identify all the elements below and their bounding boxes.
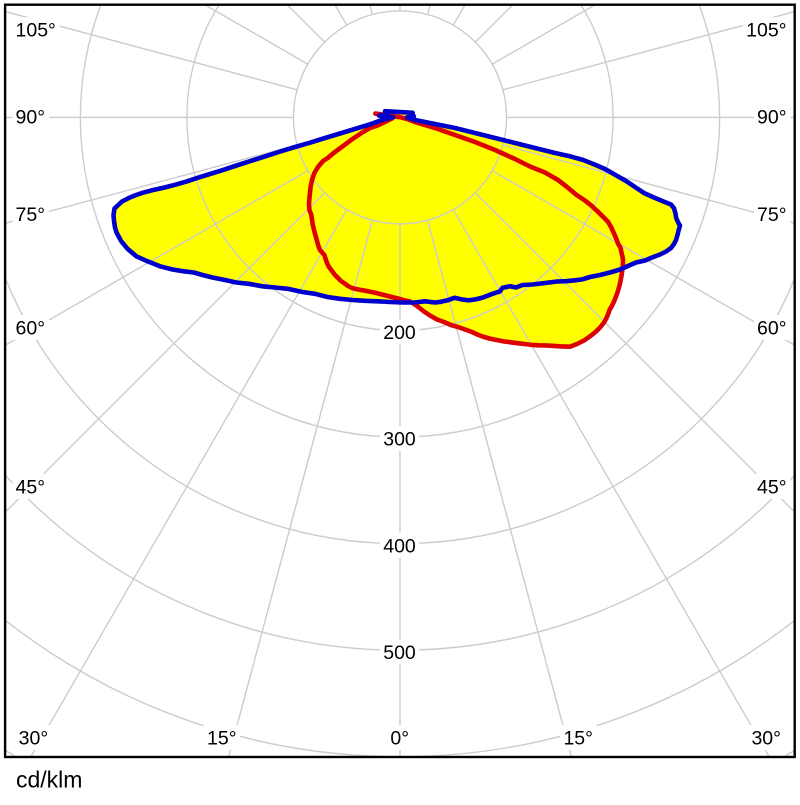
svg-text:30°: 30°	[751, 728, 781, 750]
svg-text:0°: 0°	[390, 728, 409, 750]
svg-text:105°: 105°	[16, 20, 56, 42]
svg-text:200: 200	[383, 322, 416, 344]
svg-text:90°: 90°	[16, 107, 46, 129]
svg-text:90°: 90°	[757, 107, 787, 129]
svg-text:60°: 60°	[16, 318, 46, 340]
svg-text:75°: 75°	[757, 204, 787, 226]
svg-text:15°: 15°	[563, 728, 593, 750]
svg-text:75°: 75°	[16, 204, 46, 226]
svg-text:105°: 105°	[746, 20, 786, 42]
svg-text:cd/klm: cd/klm	[16, 767, 82, 793]
svg-text:45°: 45°	[757, 476, 787, 498]
svg-text:60°: 60°	[757, 318, 787, 340]
svg-text:300: 300	[383, 429, 416, 451]
svg-text:15°: 15°	[207, 728, 237, 750]
svg-text:400: 400	[383, 535, 416, 557]
svg-text:45°: 45°	[16, 476, 46, 498]
svg-text:30°: 30°	[19, 728, 49, 750]
svg-text:500: 500	[383, 642, 416, 664]
